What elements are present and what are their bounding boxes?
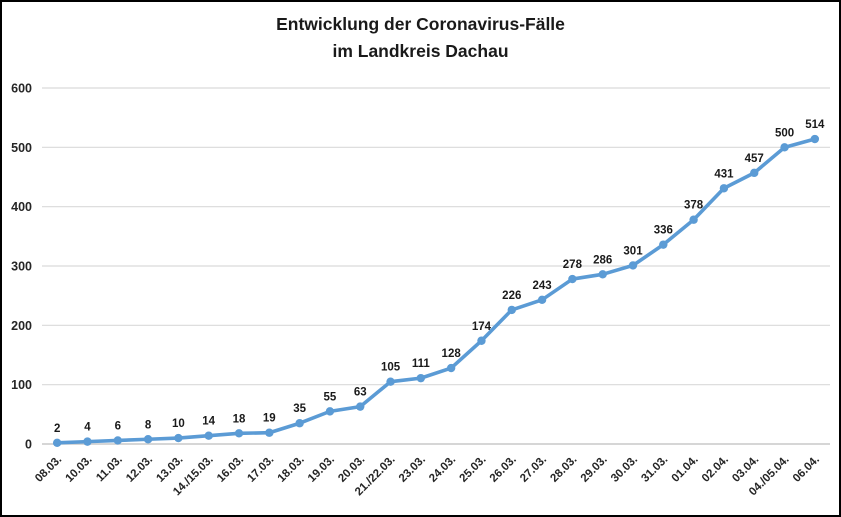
x-tick-label: 27.03. (518, 454, 549, 485)
chart-title: Entwicklung der Coronavirus-Fälle im Lan… (2, 11, 839, 65)
data-point-label: 111 (412, 358, 431, 370)
data-point-marker (204, 431, 213, 440)
data-point-marker (174, 433, 183, 443)
data-point-label: 500 (775, 127, 794, 139)
chart-title-line-2: im Landkreis Dachau (332, 41, 509, 61)
data-point-marker (386, 377, 395, 386)
data-point-marker (507, 305, 516, 315)
data-point-marker (628, 261, 638, 270)
data-point-marker (143, 435, 153, 444)
data-point-label: 226 (502, 290, 521, 302)
x-tick-label: 11.03. (94, 454, 125, 485)
y-tick-label: 0 (25, 438, 32, 452)
y-tick-label: 300 (11, 260, 32, 274)
x-tick-label: 25.03. (457, 454, 488, 485)
x-tick-label: 12.03. (124, 454, 155, 485)
data-point-marker (659, 240, 668, 249)
data-point-marker (234, 429, 244, 438)
data-point-label: 2 (54, 423, 60, 435)
data-point-label: 8 (145, 419, 152, 431)
data-point-marker (598, 270, 607, 279)
data-point-marker (780, 143, 789, 152)
data-point-label: 278 (563, 259, 583, 271)
x-tick-label: 23.03. (397, 454, 428, 485)
data-point-marker (356, 402, 365, 411)
data-point-label: 6 (115, 420, 121, 432)
data-point-marker (113, 436, 122, 445)
x-tick-label: 16.03. (215, 454, 246, 485)
data-point-marker (537, 295, 547, 305)
data-point-label: 286 (593, 254, 612, 266)
data-point-label: 336 (654, 225, 673, 237)
x-tick-label: 10.03. (63, 454, 94, 485)
data-point-marker (295, 419, 304, 428)
y-tick-label: 100 (11, 378, 32, 392)
data-point-marker (325, 407, 335, 416)
x-tick-label: 02.04. (700, 454, 731, 485)
x-tick-label: 19.03. (306, 454, 337, 485)
data-point-marker (568, 274, 577, 284)
series-line (55, 137, 817, 445)
data-point-marker (52, 438, 62, 448)
y-tick-label: 400 (11, 200, 32, 214)
x-tick-label: 31.03. (639, 454, 670, 485)
x-tick-label: 28.03. (548, 454, 579, 485)
y-tick-label: 600 (11, 82, 32, 96)
x-tick-label: 01.04. (670, 454, 701, 485)
x-tick-label: 29.03. (579, 454, 610, 485)
data-point-label: 55 (324, 391, 337, 403)
data-point-label: 14 (202, 416, 215, 428)
data-point-label: 105 (381, 362, 401, 374)
data-point-marker (810, 134, 820, 144)
data-point-label: 63 (354, 387, 367, 399)
x-tick-label: 08.03. (33, 454, 64, 485)
data-point-label: 431 (714, 168, 734, 180)
data-point-label: 243 (532, 280, 551, 292)
x-tick-label: 06.04. (791, 454, 822, 485)
data-point-label: 378 (684, 200, 704, 212)
x-tick-label: 30.03. (609, 454, 640, 485)
data-point-label: 457 (745, 153, 764, 165)
x-tick-label: 24.03. (427, 454, 458, 485)
data-point-label: 4 (84, 422, 91, 434)
data-point-label: 301 (623, 245, 643, 257)
data-point-label: 128 (442, 348, 462, 360)
data-point-marker (446, 363, 456, 373)
data-point-marker (265, 428, 274, 437)
y-tick-label: 200 (11, 319, 32, 333)
data-point-label: 10 (172, 418, 185, 430)
y-tick-label: 500 (11, 141, 32, 155)
data-point-label: 19 (263, 413, 276, 425)
data-point-marker (719, 184, 729, 193)
data-point-label: 18 (233, 413, 246, 425)
chart-title-line-1: Entwicklung der Coronavirus-Fälle (276, 14, 565, 34)
data-point-marker (750, 168, 759, 178)
data-point-label: 35 (293, 403, 306, 415)
x-tick-label: 26.03. (488, 454, 519, 485)
x-tick-label: 18.03. (276, 454, 307, 485)
data-point-marker (83, 437, 92, 446)
data-point-label: 174 (472, 321, 492, 333)
x-tick-label: 17.03. (245, 454, 276, 485)
data-point-marker (416, 373, 426, 383)
data-point-label: 514 (805, 119, 825, 131)
data-point-marker (689, 215, 698, 224)
data-point-marker (477, 336, 486, 345)
